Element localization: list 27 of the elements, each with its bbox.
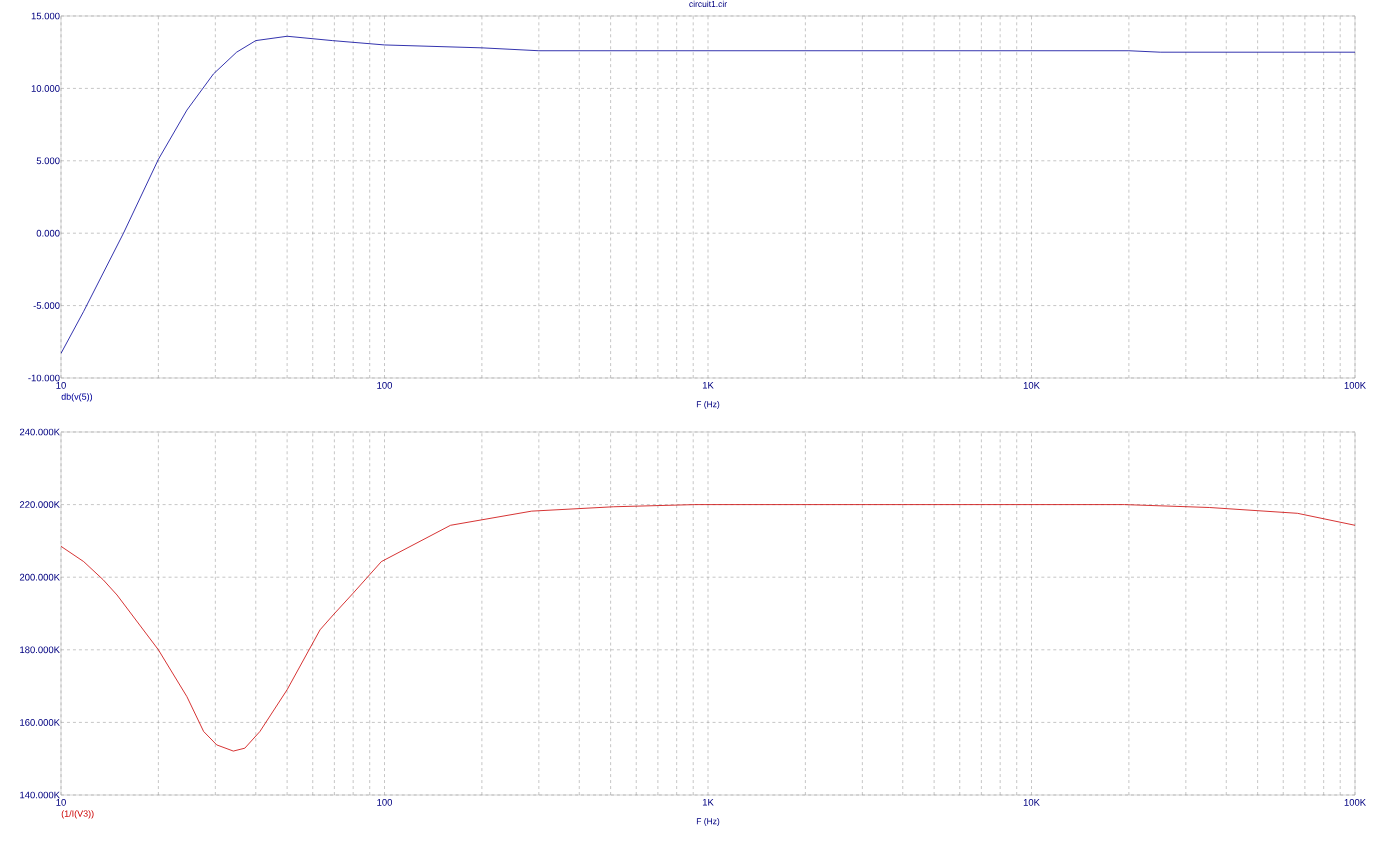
x-axis-title: F (Hz) <box>696 818 720 826</box>
x-tick-label: 10 <box>56 382 66 389</box>
y-tick-label: 220.000K <box>19 501 60 508</box>
y-tick-label: 15.000 <box>31 12 60 20</box>
x-tick-label: 1K <box>702 382 714 389</box>
x-tick-label: 100K <box>1344 382 1366 389</box>
text: (1/I(V3)) <box>61 810 94 819</box>
y-tick-label: 5.000 <box>36 157 60 165</box>
x-tick-label: 10 <box>56 799 66 806</box>
y-tick-label: 200.000K <box>19 573 60 581</box>
x-tick-label: 10K <box>1023 382 1040 389</box>
x-tick-label: 100 <box>377 382 393 389</box>
x-tick-label: 1K <box>702 799 714 806</box>
y-tick-label: -5.000 <box>33 302 60 309</box>
text: db(v(5)) <box>61 393 93 402</box>
y-tick-label: 240.000K <box>19 428 60 436</box>
y-tick-label: 180.000K <box>20 646 60 654</box>
y-tick-label: 0.000 <box>36 229 60 237</box>
y-tick-label: -10.000 <box>28 374 60 382</box>
chart-title: circuit1.cir <box>689 0 727 7</box>
x-tick-label: 100K <box>1344 799 1366 806</box>
x-tick-label: 10K <box>1023 799 1040 806</box>
y-tick-label: 140.000K <box>20 791 60 799</box>
y-tick-label: 10.000 <box>31 85 60 92</box>
y-tick-label: 160.000K <box>20 719 60 726</box>
x-axis-title: F (Hz) <box>696 401 720 409</box>
x-tick-label: 100 <box>377 799 393 806</box>
